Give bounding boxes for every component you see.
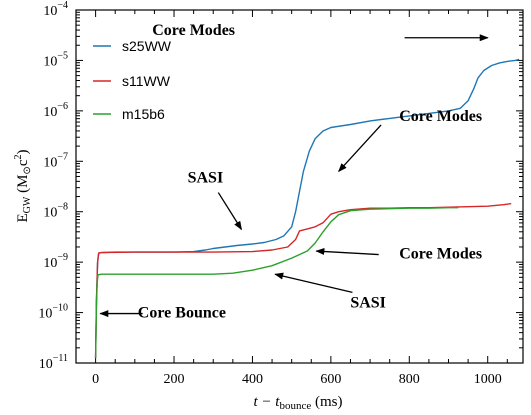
legend: s25WW s11WW m15b6: [93, 38, 172, 122]
legend-label-s11WW: s11WW: [122, 73, 171, 89]
annotation-label: Core Modes: [399, 108, 482, 125]
annotation-arrow: [217, 192, 243, 231]
y-tick-label: 10−7: [43, 151, 68, 170]
y-tick-label: 10−6: [43, 101, 68, 120]
annotation-label: Core Modes: [399, 246, 482, 263]
series-line-m15b6: [94, 207, 459, 359]
annotation-arrow: [338, 124, 382, 173]
plot-area-frame: [75, 9, 524, 364]
x-tick-label: 800: [399, 372, 420, 387]
annotation-label: SASI: [350, 295, 386, 312]
y-tick-label: 10−8: [43, 202, 68, 221]
y-tick-label: 10−9: [43, 252, 68, 271]
legend-label-m15b6: m15b6: [122, 106, 165, 122]
x-tick-label: 0: [92, 372, 99, 387]
x-tick-label: 200: [164, 372, 185, 387]
series-layer: [94, 58, 520, 359]
x-tick-label: 400: [242, 372, 263, 387]
x-tick-label: 1000: [474, 372, 502, 387]
annotation-arrow: [274, 272, 353, 294]
x-tick-label: 600: [320, 372, 341, 387]
annotation-layer: Core Modes Core Modes SASI Core Modes SASI Co…: [99, 22, 489, 322]
annotation-label: Core Modes: [152, 22, 235, 39]
y-tick-label: 10−11: [39, 353, 68, 372]
legend-label-s25WW: s25WW: [122, 38, 172, 54]
y-axis-label: EGW (M⊙c2): [13, 150, 33, 223]
annotation-label: Core Bounce: [138, 305, 226, 322]
axis-ticks: 0 200 400 600 800 1000 10−11 10−10 10−9 10−8 10−7 1…: [38, 0, 523, 387]
annotation-label: SASI: [188, 169, 224, 186]
x-axis-label: t − tbounce (ms): [254, 394, 343, 412]
y-tick-label: 10−4: [43, 0, 68, 19]
annotation-arrow: [315, 248, 379, 256]
y-tick-label: 10−10: [38, 303, 68, 322]
y-tick-label: 10−5: [43, 50, 68, 69]
